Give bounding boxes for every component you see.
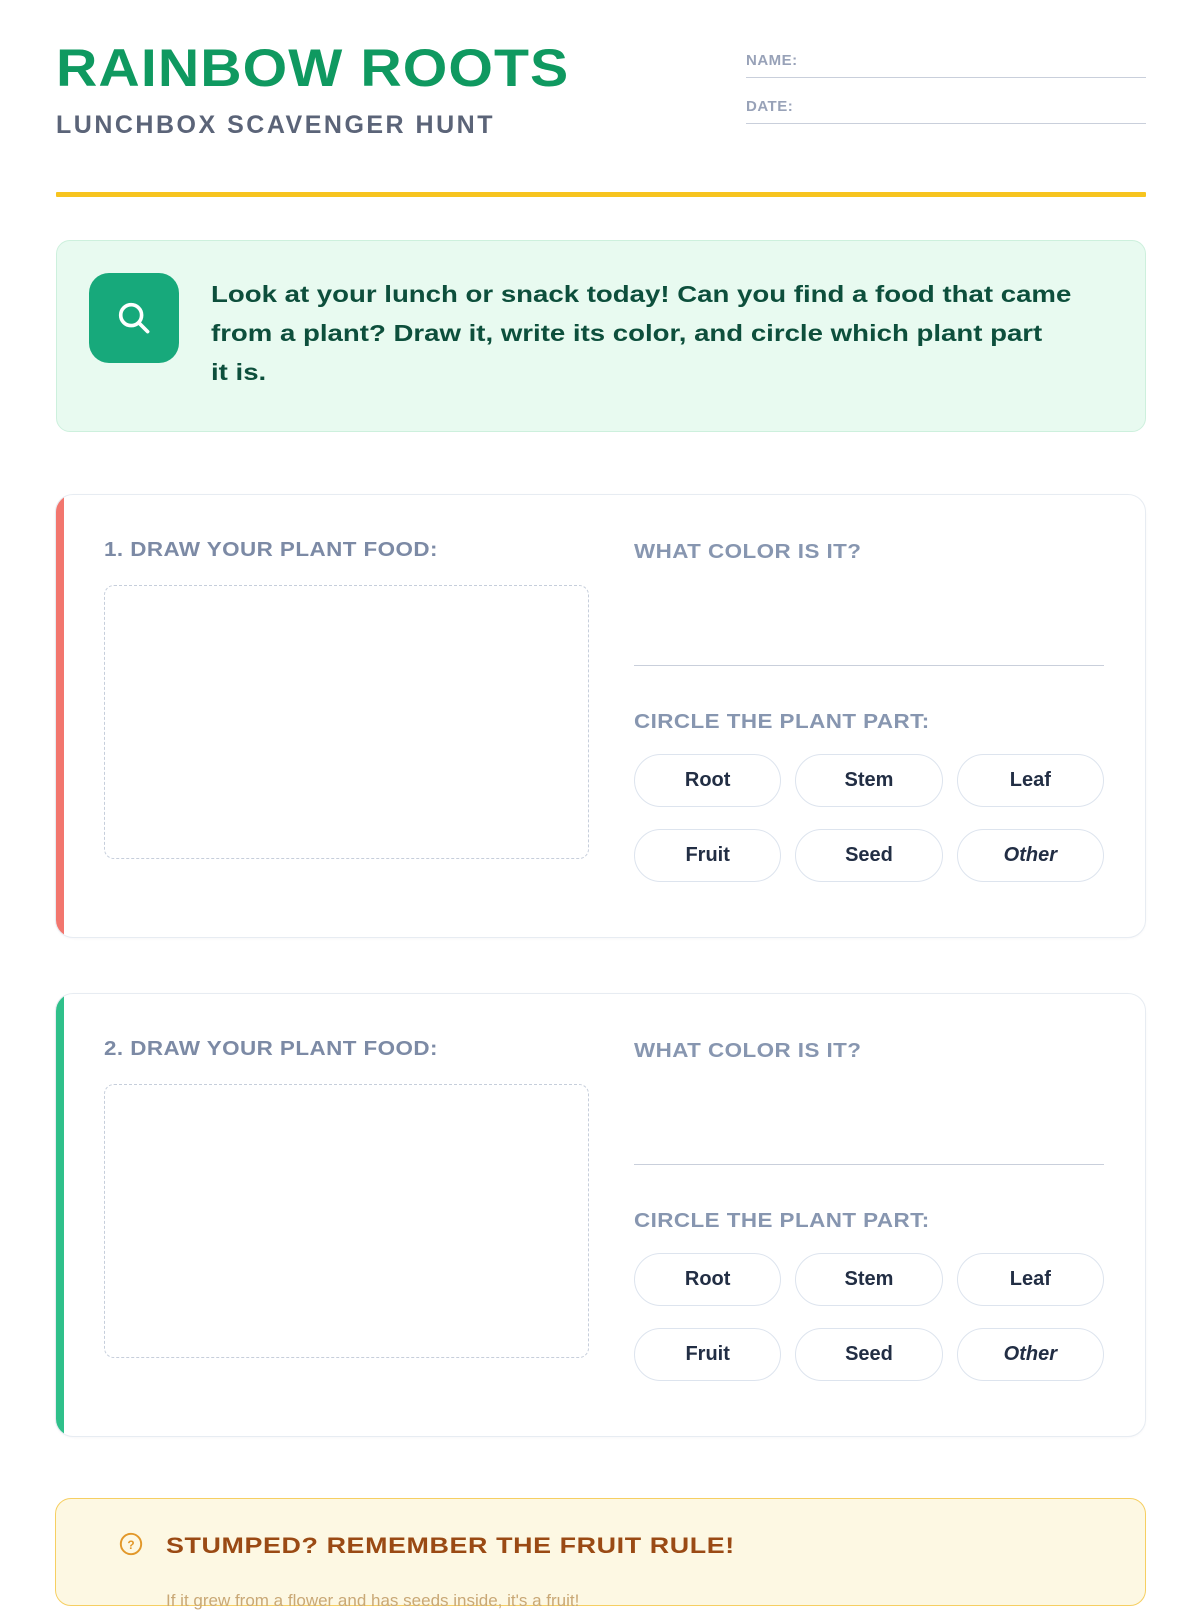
svg-text:?: ? (127, 1538, 134, 1552)
